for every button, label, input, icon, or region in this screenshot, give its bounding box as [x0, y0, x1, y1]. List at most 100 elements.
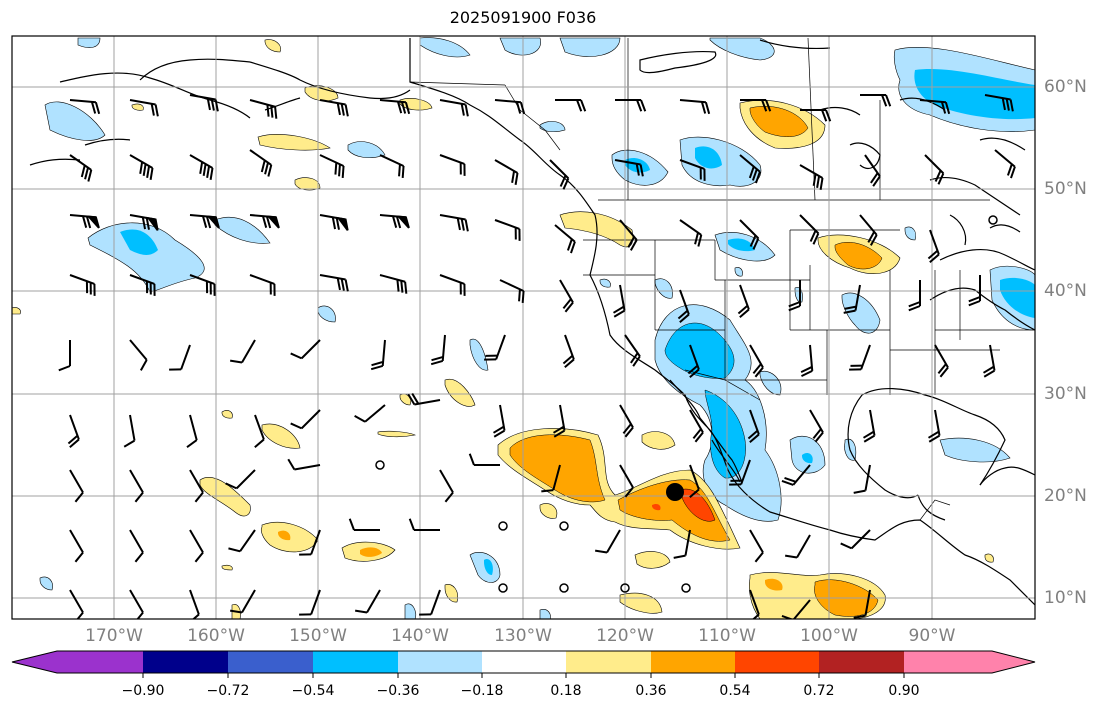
- wind-barb: [677, 289, 690, 324]
- wind-barb: [927, 229, 940, 264]
- wind-barb: [749, 344, 764, 378]
- wind-barb: [799, 214, 820, 245]
- wind-barb: [69, 214, 100, 229]
- wind-barb: [494, 99, 526, 115]
- wind-barb: [984, 94, 1014, 112]
- colorbar-tick-label: −0.72: [206, 683, 250, 699]
- wind-barb: [924, 154, 945, 185]
- wind-barb: [552, 404, 566, 438]
- wind-barb: [919, 99, 951, 115]
- lon-label: 130°W: [494, 626, 552, 646]
- wind-barb: [729, 459, 751, 486]
- colorbar-segment: [904, 651, 992, 673]
- colorbar-tick-label: −0.18: [460, 683, 504, 699]
- wind-barb: [189, 154, 214, 181]
- wind-barb: [541, 464, 561, 493]
- wind-barb: [840, 529, 871, 550]
- wind-barb: [864, 154, 881, 187]
- colorbar-segment: [57, 651, 143, 673]
- wind-barb: [559, 279, 574, 313]
- wind-barb: [853, 464, 871, 494]
- lon-label: 120°W: [596, 626, 654, 646]
- wind-barb: [749, 589, 760, 619]
- wind-barb: [619, 219, 638, 251]
- wind-barb: [129, 274, 156, 296]
- wind-barbs: [58, 94, 1016, 619]
- wind-barb: [129, 154, 154, 181]
- colorbar-segment: [651, 651, 735, 673]
- lon-label: 110°W: [698, 626, 756, 646]
- colorbar-segment: [819, 651, 904, 673]
- colorbar-tick-label: 0.72: [803, 683, 835, 699]
- wind-barb: [624, 334, 641, 367]
- wind-barb: [129, 99, 159, 117]
- wind-barb: [781, 599, 811, 619]
- anomaly-contour-fills: [12, 37, 1035, 619]
- colorbar-tick-label: 0.18: [550, 683, 582, 699]
- lon-label: 100°W: [800, 626, 858, 646]
- wind-barb: [229, 589, 256, 614]
- wind-barb: [499, 279, 525, 304]
- wind-barb: [619, 404, 634, 438]
- colorbar-segment: [735, 651, 819, 673]
- lat-label: 50°N: [1044, 179, 1087, 199]
- wind-barb: [740, 99, 772, 112]
- wind-barb: [859, 214, 878, 246]
- lon-label: 170°W: [85, 626, 143, 646]
- wind-barb: [290, 409, 321, 430]
- wind-barb: [408, 518, 440, 531]
- wind-barb: [354, 589, 381, 614]
- wind-barb: [549, 159, 570, 190]
- wind-barb: [189, 214, 220, 229]
- colorbar-extend-high: [992, 651, 1035, 673]
- wind-barb: [249, 274, 276, 296]
- colorbar-extend-low: [12, 651, 57, 673]
- lon-label: 160°W: [187, 626, 245, 646]
- wind-barb: [319, 274, 349, 292]
- colorbar-segment: [228, 651, 313, 673]
- wind-barb: [439, 214, 469, 232]
- wind-barb: [562, 334, 575, 369]
- storm-center-marker: [666, 483, 684, 501]
- wind-barb: [908, 280, 921, 312]
- wind-barb: [784, 534, 811, 559]
- wind-barb: [228, 529, 256, 553]
- wind-barb: [788, 280, 801, 312]
- wind-barb: [679, 99, 711, 115]
- wind-barb: [287, 458, 321, 471]
- wind-barb: [594, 529, 621, 554]
- wind-barb: [853, 589, 871, 619]
- wind-barb: [739, 219, 760, 250]
- lat-label: 60°N: [1044, 77, 1087, 97]
- wind-barb: [299, 529, 321, 556]
- wind-barb: [439, 154, 466, 176]
- colorbar-tick-label: −0.90: [121, 683, 165, 699]
- wind-barb: [189, 529, 204, 563]
- wind-barb: [439, 274, 466, 296]
- wind-barb: [468, 453, 500, 466]
- wind-barb: [186, 414, 198, 448]
- wind-barb: [319, 99, 349, 117]
- wind-barb: [419, 589, 441, 616]
- wind-barb: [299, 589, 321, 616]
- wind-barb: [129, 469, 144, 503]
- wind-barb: [615, 99, 647, 112]
- wind-barb: [494, 159, 519, 186]
- wind-barb: [862, 409, 876, 443]
- wind-barb: [982, 344, 996, 378]
- wind-barb: [747, 409, 760, 444]
- wind-barb: [934, 344, 949, 378]
- wind-barb: [354, 404, 386, 423]
- wind-barb: [484, 334, 506, 361]
- colorbar-outline: [11, 650, 1036, 674]
- wind-barb: [69, 529, 84, 563]
- wind-barb: [229, 339, 256, 364]
- wind-barb: [319, 154, 345, 179]
- wind-barb: [843, 284, 861, 314]
- wind-barb: [370, 339, 386, 371]
- wind-barb: [739, 154, 761, 184]
- wind-barb: [249, 214, 280, 229]
- wind-barb: [348, 518, 380, 531]
- wind-barb: [555, 99, 587, 112]
- graticule: [12, 36, 1035, 619]
